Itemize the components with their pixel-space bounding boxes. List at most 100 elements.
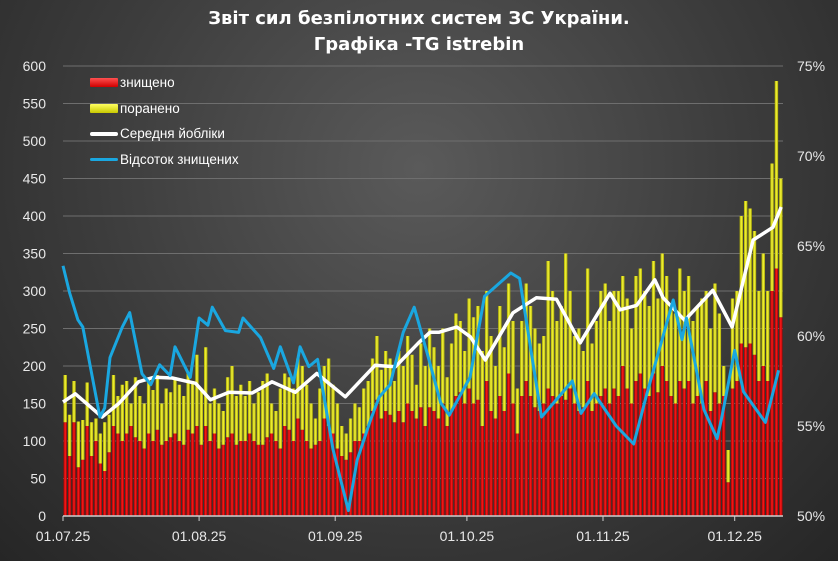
bar-wounded bbox=[458, 321, 463, 393]
bar-destroyed bbox=[344, 459, 348, 516]
bar-wounded bbox=[607, 321, 612, 404]
bar-wounded bbox=[151, 390, 155, 441]
bar-destroyed bbox=[735, 381, 739, 516]
bar-destroyed bbox=[502, 411, 506, 516]
legend-label-average: Середня йобліки bbox=[120, 126, 225, 142]
bar-wounded bbox=[313, 418, 318, 445]
bar-destroyed bbox=[722, 396, 726, 516]
bar-destroyed bbox=[304, 441, 309, 516]
bar-wounded bbox=[682, 291, 686, 389]
bar-wounded bbox=[594, 321, 599, 404]
bar-destroyed bbox=[177, 441, 182, 516]
bar-wounded bbox=[146, 379, 151, 434]
bar-destroyed bbox=[173, 433, 177, 516]
x-tick-label: 01.08.25 bbox=[172, 528, 227, 544]
bar-destroyed bbox=[208, 441, 212, 516]
bar-destroyed bbox=[203, 426, 208, 516]
bar-destroyed bbox=[120, 441, 124, 516]
bar-destroyed bbox=[524, 381, 528, 516]
y-tick-label: 350 bbox=[23, 246, 47, 262]
bar-wounded bbox=[274, 411, 278, 441]
y-tick-label: 0 bbox=[38, 508, 46, 524]
bar-wounded bbox=[765, 291, 770, 381]
bar-destroyed bbox=[752, 354, 757, 516]
y2-tick-label: 50% bbox=[797, 508, 825, 524]
bar-wounded bbox=[669, 306, 673, 396]
bar-wounded bbox=[353, 403, 357, 441]
bar-wounded bbox=[405, 336, 410, 404]
bar-wounded bbox=[168, 392, 173, 438]
bar-wounded bbox=[761, 253, 765, 366]
bar-wounded bbox=[476, 306, 480, 400]
bar-destroyed bbox=[230, 433, 234, 516]
bar-destroyed bbox=[621, 366, 625, 516]
bar-wounded bbox=[326, 358, 331, 426]
chart-title-line-2: Графіка -TG istrebin bbox=[313, 34, 525, 55]
bar-wounded bbox=[700, 298, 704, 404]
bar-destroyed bbox=[691, 403, 695, 516]
bar-wounded bbox=[779, 178, 783, 318]
bar-destroyed bbox=[572, 403, 577, 516]
bar-wounded bbox=[318, 388, 322, 441]
bar-destroyed bbox=[94, 441, 98, 516]
bar-wounded bbox=[247, 381, 252, 434]
bar-destroyed bbox=[445, 426, 449, 516]
bar-destroyed bbox=[370, 411, 375, 516]
bar-destroyed bbox=[528, 396, 533, 516]
bar-wounded bbox=[590, 343, 594, 411]
bar-destroyed bbox=[581, 407, 585, 516]
bar-wounded bbox=[629, 328, 634, 404]
bar-wounded bbox=[480, 351, 484, 426]
bar-wounded bbox=[392, 381, 397, 423]
bar-destroyed bbox=[164, 441, 168, 516]
bar-wounded bbox=[748, 208, 752, 344]
bar-destroyed bbox=[616, 396, 621, 516]
legend-label-wounded: поранено bbox=[120, 100, 180, 116]
bar-destroyed bbox=[498, 396, 502, 516]
bar-destroyed bbox=[476, 399, 480, 516]
legend-swatch-wounded bbox=[90, 103, 118, 113]
bar-destroyed bbox=[638, 373, 643, 516]
bar-destroyed bbox=[401, 422, 405, 516]
bar-wounded bbox=[634, 276, 638, 381]
bar-wounded bbox=[239, 384, 243, 441]
bar-destroyed bbox=[441, 403, 445, 516]
bar-wounded bbox=[651, 261, 656, 374]
legend-item-percent: Відсоток знищених bbox=[90, 147, 239, 173]
bar-destroyed bbox=[190, 433, 195, 516]
bar-wounded bbox=[704, 291, 708, 381]
bar-wounded bbox=[203, 347, 208, 426]
bar-destroyed bbox=[414, 418, 419, 516]
y-tick-label: 250 bbox=[23, 321, 47, 337]
chart-title: Звіт сил безпілотних систем ЗС України. … bbox=[0, 6, 838, 58]
bar-destroyed bbox=[471, 403, 476, 516]
bar-wounded bbox=[278, 388, 283, 449]
bar-destroyed bbox=[247, 433, 252, 516]
bar-wounded bbox=[414, 384, 419, 419]
legend-item-wounded: поранено bbox=[90, 96, 239, 122]
bar-destroyed bbox=[590, 411, 594, 516]
bar-wounded bbox=[546, 261, 550, 389]
bar-destroyed bbox=[89, 456, 94, 516]
bar-wounded bbox=[366, 381, 370, 426]
bar-wounded bbox=[555, 321, 559, 404]
bar-destroyed bbox=[63, 422, 67, 516]
bar-destroyed bbox=[520, 396, 524, 516]
bar-destroyed bbox=[599, 396, 603, 516]
bar-destroyed bbox=[629, 403, 634, 516]
bar-wounded bbox=[116, 396, 120, 434]
bar-wounded bbox=[195, 354, 199, 426]
bar-destroyed bbox=[730, 388, 735, 516]
bar-wounded bbox=[585, 268, 590, 381]
x-tick-label: 01.10.25 bbox=[440, 528, 495, 544]
bar-destroyed bbox=[463, 403, 467, 516]
bar-destroyed bbox=[366, 426, 370, 516]
bar-destroyed bbox=[309, 448, 313, 516]
bar-destroyed bbox=[221, 444, 225, 516]
bar-destroyed bbox=[98, 463, 103, 516]
bar-destroyed bbox=[392, 422, 397, 516]
bar-destroyed bbox=[313, 444, 318, 516]
bar-wounded bbox=[155, 375, 160, 430]
bar-destroyed bbox=[335, 448, 340, 516]
